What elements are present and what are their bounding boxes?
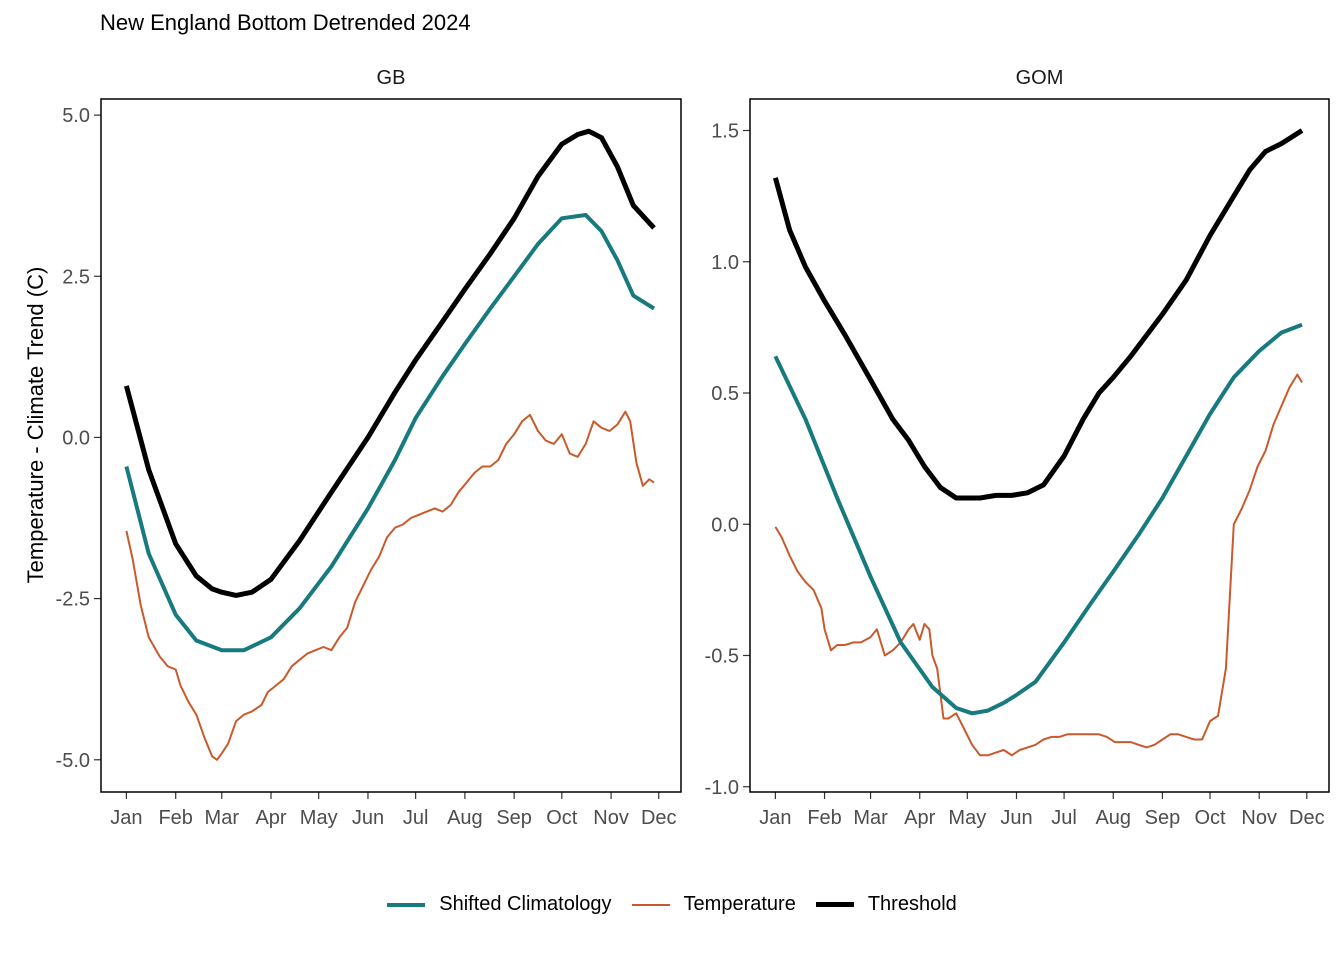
- legend: Shifted Climatology Temperature Threshold: [0, 893, 1344, 916]
- y-tick-label: -0.5: [705, 646, 739, 668]
- x-tick-label: Jul: [1051, 807, 1077, 829]
- x-tick-label: Sep: [496, 807, 532, 829]
- legend-label: Shifted Climatology: [439, 893, 612, 915]
- x-tick-label: Aug: [1095, 807, 1131, 829]
- x-tick-label: Jan: [110, 807, 142, 829]
- legend-label: Temperature: [683, 893, 796, 915]
- legend-item-threshold: Threshold: [815, 893, 957, 916]
- panel-border: [749, 98, 1330, 793]
- y-tick-label: 0.0: [62, 427, 90, 449]
- y-tick-label: 5.0: [62, 105, 90, 127]
- y-tick-label: 1.0: [711, 252, 739, 274]
- x-tick-label: Jun: [1000, 807, 1032, 829]
- panel-border: [100, 98, 682, 793]
- panel-strip-label: GB: [377, 67, 406, 89]
- panel-strip-label: GOM: [1016, 67, 1064, 89]
- x-tick-label: Apr: [255, 807, 286, 829]
- x-tick-label: Jun: [352, 807, 384, 829]
- panel-gb: GB -5.0 -2.5 0.0 2.5 5.0 Jan Feb Mar Apr May Jun Jul…: [56, 67, 682, 829]
- y-tick-label: 0.0: [711, 514, 739, 536]
- x-tick-label: Dec: [1289, 807, 1325, 829]
- x-tick-label: Apr: [904, 807, 935, 829]
- legend-item-shifted-climatology: Shifted Climatology: [387, 893, 612, 916]
- x-tick-label: Nov: [1241, 807, 1277, 829]
- series-line-threshold: [123, 128, 656, 598]
- x-tick-label: Aug: [447, 807, 483, 829]
- y-tick-label: 0.5: [711, 383, 739, 405]
- y-tick-label: -1.0: [705, 777, 739, 799]
- x-tick-label: Jan: [759, 807, 791, 829]
- y-tick-label: -5.0: [56, 750, 90, 772]
- panel-gom: GOM -1.0 -0.5 0.0 0.5 1.0 1.5 Jan Feb Mar Apr May Ju…: [705, 67, 1330, 829]
- chart-title: New England Bottom Detrended 2024: [100, 10, 471, 35]
- chart-canvas: GB -5.0 -2.5 0.0 2.5 5.0 Jan Feb Mar Apr May Jun Jul…: [56, 67, 1330, 829]
- x-tick-label: Dec: [641, 807, 677, 829]
- series-line-temperature: [125, 410, 655, 761]
- series-line-shifted-climatology: [773, 322, 1303, 716]
- x-tick-label: Feb: [807, 807, 841, 829]
- x-tick-label: Oct: [1194, 807, 1226, 829]
- x-tick-label: May: [300, 807, 338, 829]
- series-line-threshold: [772, 128, 1304, 501]
- legend-item-temperature: Temperature: [631, 893, 796, 916]
- legend-label: Threshold: [867, 893, 957, 915]
- series-line-shifted-climatology: [124, 213, 656, 653]
- x-tick-label: Oct: [546, 807, 578, 829]
- legend-key-swatch: [631, 903, 670, 906]
- y-tick-label: -2.5: [56, 589, 90, 611]
- x-tick-label: Nov: [593, 807, 629, 829]
- legend-key-swatch: [387, 902, 426, 907]
- x-tick-label: Mar: [853, 807, 888, 829]
- x-tick-label: Jul: [403, 807, 429, 829]
- legend-key-swatch: [815, 902, 854, 907]
- series-line-temperature: [774, 373, 1303, 757]
- x-tick-label: May: [948, 807, 986, 829]
- x-tick-label: Mar: [205, 807, 240, 829]
- x-tick-label: Feb: [158, 807, 192, 829]
- y-tick-label: 2.5: [62, 266, 90, 288]
- x-tick-label: Sep: [1145, 807, 1181, 829]
- y-tick-label: 1.5: [711, 121, 739, 143]
